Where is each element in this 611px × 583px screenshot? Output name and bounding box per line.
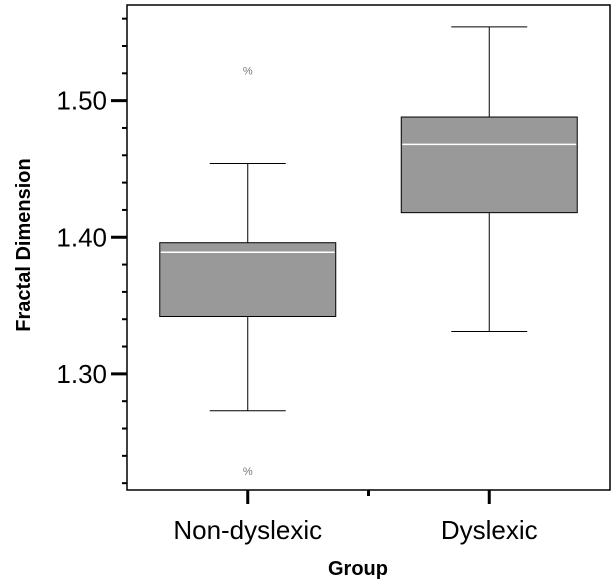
x-axis: Non-dyslexic Dyslexic <box>173 490 538 545</box>
y-tick-label: 1.30 <box>56 359 107 389</box>
box-group: %% <box>159 66 337 478</box>
outlier-point: % <box>243 66 253 78</box>
x-tick-label: Dyslexic <box>441 515 538 545</box>
iqr-box <box>159 242 337 317</box>
boxes: %% <box>159 26 578 478</box>
y-axis: 1.30 1.40 1.50 <box>56 17 127 485</box>
iqr-box <box>400 116 578 214</box>
y-axis-title: Fractal Dimension <box>13 158 35 331</box>
y-tick-label: 1.50 <box>56 86 107 116</box>
x-tick-label: Non-dyslexic <box>173 515 322 545</box>
y-tick-label: 1.40 <box>56 222 107 252</box>
outlier-point: % <box>243 466 253 478</box>
x-axis-title: Group <box>328 558 388 580</box>
box-group <box>400 26 578 333</box>
